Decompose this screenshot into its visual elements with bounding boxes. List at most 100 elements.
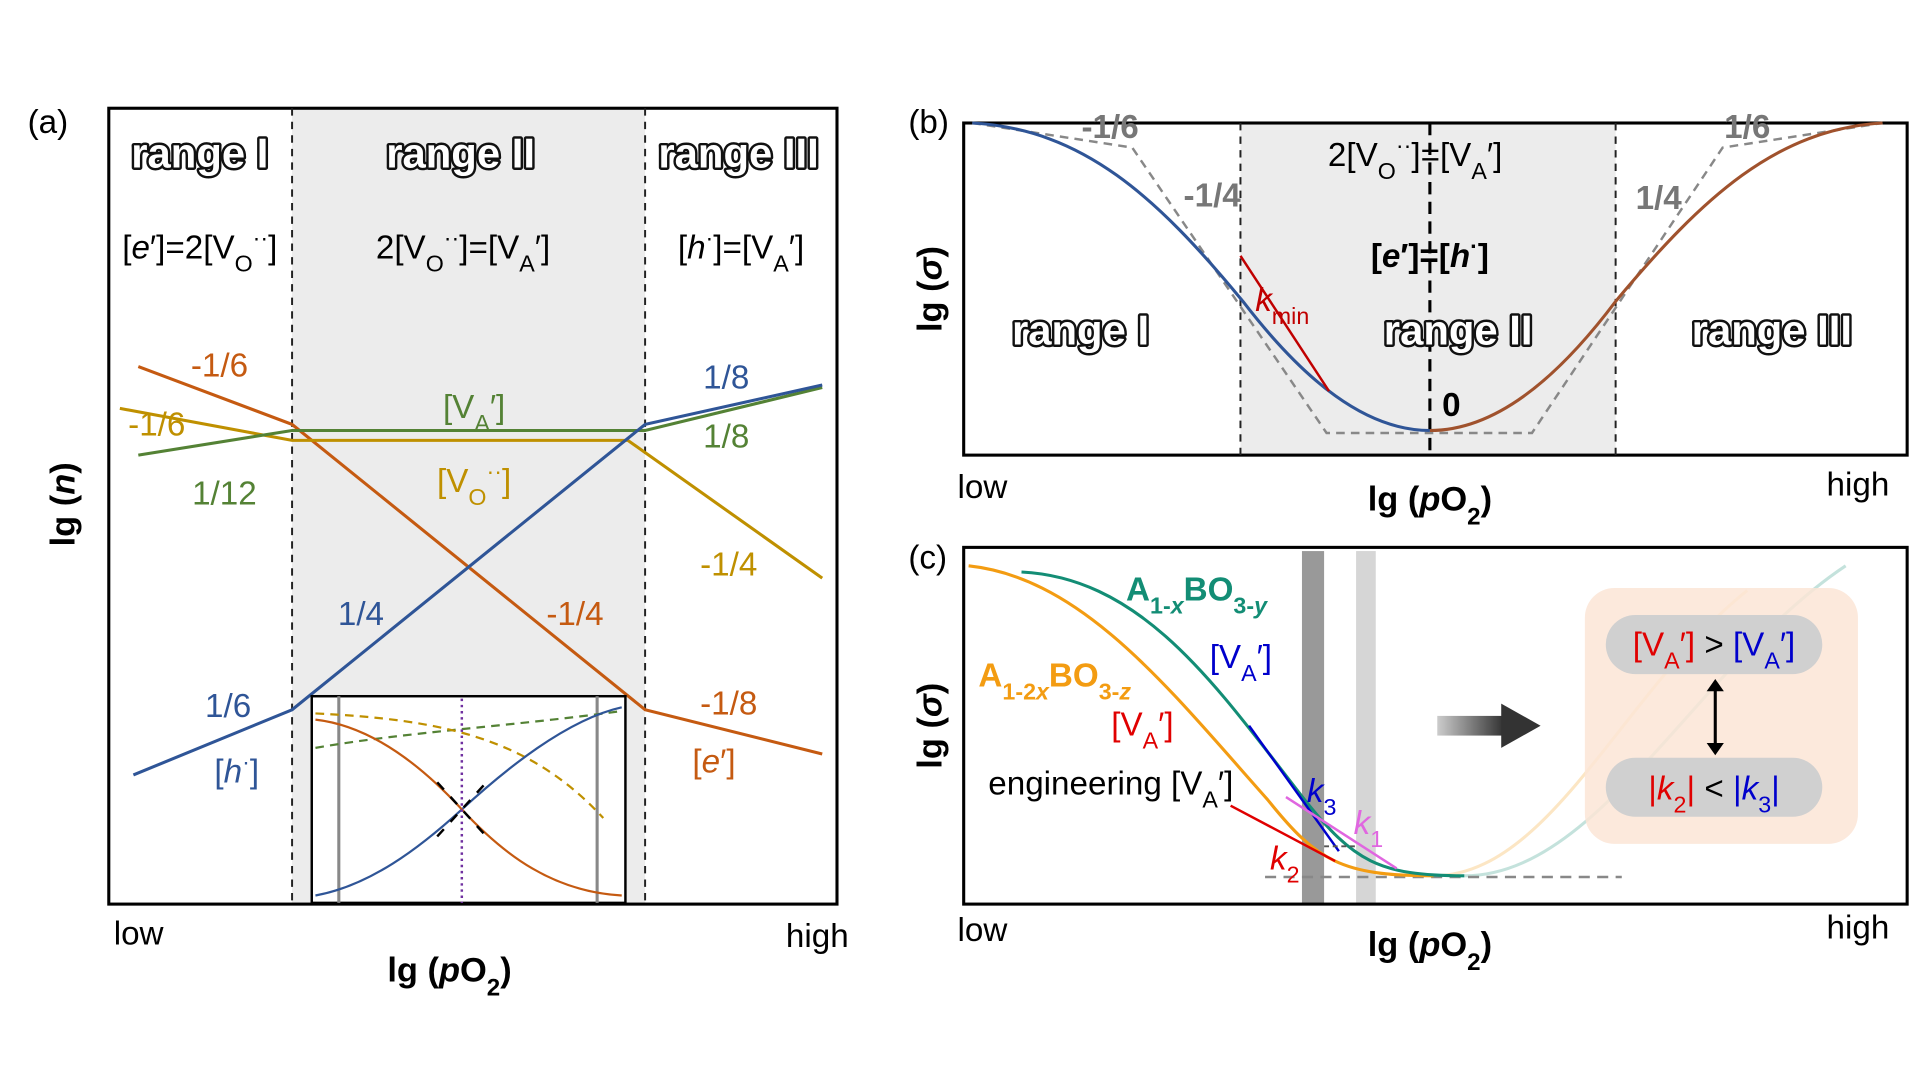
t: A xyxy=(1241,660,1257,686)
t: lg ( xyxy=(387,952,439,990)
t: 3- xyxy=(1099,678,1120,704)
slope-label: -1/6 xyxy=(191,347,248,384)
t: ·· xyxy=(486,458,501,484)
t: O xyxy=(1378,158,1396,184)
zero-label: 0 xyxy=(1442,387,1460,424)
x-axis-title: lg (pO2) xyxy=(1368,926,1492,975)
t: ·· xyxy=(253,224,268,250)
t: ) xyxy=(500,952,511,990)
t: ) xyxy=(912,246,950,257)
axis-end: high xyxy=(1827,910,1890,947)
slope-label: -1/6 xyxy=(128,406,185,443)
t: [ xyxy=(1371,238,1382,275)
vacancy-label: [VA′] xyxy=(1111,707,1173,754)
inset-frame xyxy=(310,694,627,905)
axis-end: high xyxy=(786,918,849,955)
panel-a: (a) range I range II range III [e′]=2[VO… xyxy=(28,104,849,1001)
slope-label: 1/4 xyxy=(1636,180,1683,217)
range-label: range I xyxy=(1012,306,1149,353)
t: | xyxy=(1771,771,1780,808)
t: ·· xyxy=(444,224,459,250)
comparison: [VA′] > [VA′] xyxy=(1633,627,1796,674)
t: A xyxy=(773,250,789,276)
t: [ xyxy=(122,229,131,266)
t: A xyxy=(1471,158,1487,184)
material-label: A1-xBO3-y xyxy=(1126,571,1268,618)
t: | xyxy=(1733,771,1742,808)
t: A xyxy=(519,250,535,276)
slope-label: 1/4 xyxy=(338,596,384,633)
t: [V xyxy=(1210,639,1241,676)
t: [V xyxy=(1733,627,1764,664)
t: [V xyxy=(1633,627,1664,664)
arrow xyxy=(1501,703,1541,748)
inset-tangent xyxy=(436,781,488,838)
t: 2[V xyxy=(376,229,426,266)
t: ′] xyxy=(720,743,735,780)
k-label: k3 xyxy=(1307,773,1337,820)
t: A xyxy=(1764,648,1780,674)
t: O xyxy=(235,250,253,276)
slope-label: 1/8 xyxy=(703,360,749,397)
double-arrow xyxy=(1706,742,1724,756)
t: 2 xyxy=(1674,792,1687,818)
range-label: range III xyxy=(1692,306,1852,353)
oxygen-vacancy-line xyxy=(119,406,824,580)
t: e xyxy=(1382,238,1400,275)
t: ′] xyxy=(1680,627,1695,664)
inset xyxy=(310,694,627,905)
t: k xyxy=(1354,805,1372,842)
t: ·· xyxy=(1396,132,1411,158)
k-label: k1 xyxy=(1354,805,1384,852)
panel-b: (b) -1/6 -1/4 1/6 1/4 2[VO··]=[VA′] [e′]… xyxy=(908,104,1909,530)
tangent xyxy=(1285,796,1398,870)
t: ′] xyxy=(1780,627,1795,664)
t: < xyxy=(1695,771,1733,808)
t: ′] xyxy=(789,229,804,266)
species-label: [e′] xyxy=(692,743,735,780)
inset-curve xyxy=(315,712,605,819)
t: engineering [V xyxy=(988,766,1202,803)
cation-vacancy-line xyxy=(138,385,823,457)
t: BO xyxy=(1184,571,1234,608)
axis-end: low xyxy=(958,469,1009,506)
t: k xyxy=(1742,771,1760,808)
t: ]=[V xyxy=(1411,137,1471,174)
t: lg ( xyxy=(912,717,950,769)
t: x xyxy=(1034,678,1050,704)
t: ′]=2[V xyxy=(150,229,235,266)
conductivity-curve xyxy=(972,121,1430,433)
t: ] xyxy=(1478,238,1489,275)
t: > xyxy=(1695,627,1733,664)
axis-end: low xyxy=(114,916,165,953)
slope-label: -1/6 xyxy=(1081,109,1138,146)
t: y xyxy=(1253,592,1268,618)
panel-label: (b) xyxy=(908,104,949,141)
t: O xyxy=(426,250,444,276)
t: p xyxy=(438,952,460,990)
t: ′] xyxy=(535,229,550,266)
t: σ xyxy=(912,693,950,717)
t: k xyxy=(1657,771,1675,808)
panel-label: (a) xyxy=(28,104,69,141)
axis-end: high xyxy=(1827,467,1890,504)
slope-label: 1/6 xyxy=(205,688,251,725)
t: 3 xyxy=(1758,792,1771,818)
t: · xyxy=(242,748,250,774)
t: [V xyxy=(443,389,474,426)
t: ) xyxy=(1481,480,1492,518)
t: ) xyxy=(912,683,950,694)
species-label: [VA′] xyxy=(443,389,505,436)
tangent xyxy=(1239,255,1331,392)
t: [ xyxy=(692,743,701,780)
tangent xyxy=(1248,725,1340,852)
inset-tangent xyxy=(436,781,488,838)
range-label: range II xyxy=(1384,306,1533,353)
t: h xyxy=(224,753,242,790)
t: p xyxy=(1418,480,1440,518)
t: O xyxy=(1440,926,1467,964)
t: · xyxy=(1470,233,1478,259)
hole-line xyxy=(132,383,823,777)
t: k xyxy=(1255,282,1273,319)
